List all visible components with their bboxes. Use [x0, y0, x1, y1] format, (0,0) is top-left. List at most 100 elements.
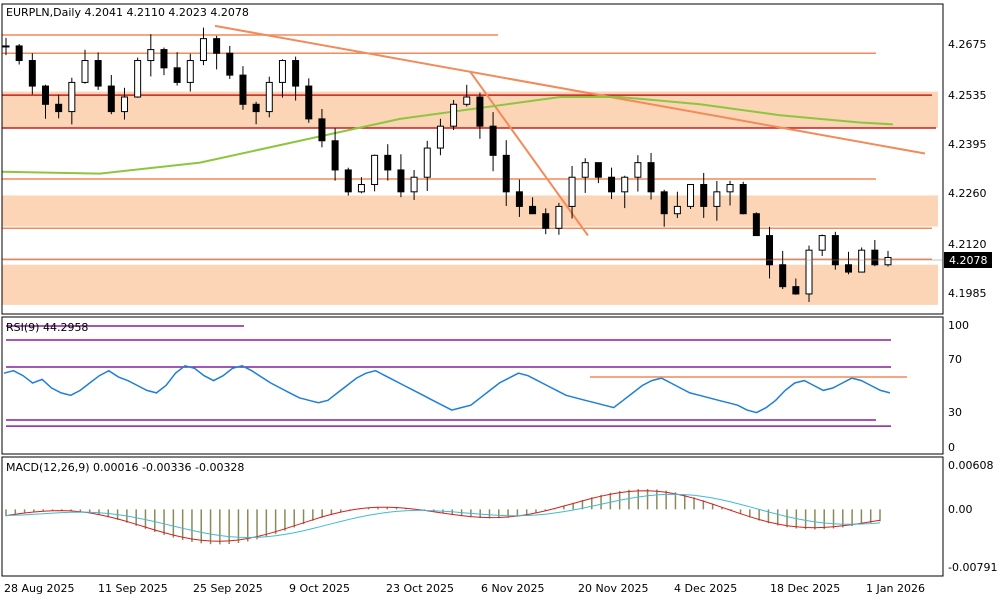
candle-body	[687, 184, 695, 207]
candle-body	[608, 176, 616, 193]
price-tick-label: 4.2120	[948, 238, 987, 251]
candle-body	[305, 85, 313, 120]
candle-body	[213, 38, 221, 54]
candle-body	[423, 147, 431, 178]
candle-body	[700, 184, 708, 207]
date-label: 1 Jan 2026	[866, 582, 925, 595]
candle-body	[568, 176, 576, 207]
candle-body	[436, 125, 444, 149]
descending-trendline	[214, 24, 926, 155]
macd-signal-line	[5, 493, 881, 539]
moving-average	[1, 96, 894, 175]
candle-body	[81, 60, 89, 83]
candle-body	[450, 103, 458, 127]
candle-body	[542, 213, 550, 229]
candle-body	[660, 191, 668, 215]
macd-header: MACD(12,26,9) 0.00016 -0.00336 -0.00328	[6, 461, 244, 474]
date-label: 28 Aug 2025	[4, 582, 74, 595]
date-label: 6 Nov 2025	[481, 582, 544, 595]
macd-tick-label: -0.00791	[948, 561, 997, 574]
candle-body	[134, 60, 142, 98]
candle-body	[845, 264, 853, 273]
macd-histogram	[5, 488, 881, 545]
rsi-axis: 100 70 30 0	[948, 319, 969, 454]
date-label: 4 Dec 2025	[674, 582, 737, 595]
candle-body	[252, 103, 260, 113]
candle-body	[529, 205, 537, 215]
support-resistance-zone	[2, 195, 938, 227]
candle-body	[384, 154, 392, 171]
candle-body	[2, 45, 10, 48]
candle-body	[779, 264, 787, 288]
candle-body	[634, 162, 642, 178]
candle-body	[818, 235, 826, 251]
price-tick-label: 4.2395	[948, 138, 987, 151]
candle-body	[713, 191, 721, 207]
date-label: 23 Oct 2025	[386, 582, 454, 595]
price-tick-label: 4.2535	[948, 89, 987, 102]
candle-body	[502, 154, 510, 193]
rsi-line	[3, 364, 891, 414]
candles	[2, 27, 892, 302]
candle-body	[397, 169, 405, 193]
candle-body	[739, 184, 747, 215]
candle-body	[410, 176, 418, 193]
candle-body	[594, 162, 602, 178]
candle-body	[292, 60, 300, 87]
descending-trendline	[469, 70, 589, 237]
candle-body	[199, 38, 207, 62]
candle-body	[647, 162, 655, 193]
candle-body	[871, 249, 879, 266]
price-tick-label: 4.2675	[948, 38, 987, 51]
candle-body	[463, 96, 471, 105]
candle-body	[160, 49, 168, 69]
candle-body	[621, 176, 629, 193]
candle-body	[173, 67, 181, 83]
rsi-tick-label: 0	[948, 441, 955, 454]
candle-body	[766, 235, 774, 266]
candle-body	[28, 60, 36, 87]
candle-body	[726, 184, 734, 193]
candle-body	[344, 169, 352, 193]
candle-body	[41, 85, 49, 105]
price-tick-label: 4.2260	[948, 187, 987, 200]
candle-body	[107, 85, 115, 113]
candle-body	[318, 118, 326, 142]
rsi-tick-label: 70	[948, 353, 962, 366]
candle-body	[858, 249, 866, 273]
support-resistance-zone	[2, 264, 938, 305]
candle-body	[489, 125, 497, 156]
candle-body	[805, 249, 813, 295]
rsi-tick-label: 30	[948, 406, 962, 419]
candle-body	[331, 140, 339, 171]
macd-pane-frame	[1, 456, 944, 577]
price-tick-label: 4.1985	[948, 287, 987, 300]
date-label: 20 Nov 2025	[578, 582, 648, 595]
price-axis: 4.2675 4.2535 4.2395 4.2260 4.2120 4.198…	[948, 38, 987, 300]
date-axis: 28 Aug 2025 11 Sep 2025 25 Sep 2025 9 Oc…	[4, 582, 925, 595]
candle-body	[94, 60, 102, 87]
candle-body	[68, 81, 76, 113]
candle-body	[239, 74, 247, 105]
candle-body	[357, 184, 365, 193]
candle-body	[278, 60, 286, 83]
rsi-pane-frame	[1, 316, 944, 455]
candle-body	[831, 235, 839, 266]
moving-average-line	[1, 96, 894, 175]
rsi-levels	[6, 325, 891, 427]
candle-body	[147, 49, 155, 62]
candle-body	[673, 205, 681, 215]
price-pane-frame	[1, 3, 944, 315]
candle-body	[581, 162, 589, 178]
symbol-header: EURPLN,Daily 4.2041 4.2110 4.2023 4.2078	[6, 6, 249, 19]
rsi-tick-label: 100	[948, 319, 969, 332]
candle-body	[884, 256, 892, 266]
candle-body	[120, 96, 128, 113]
candle-body	[555, 205, 563, 229]
candle-body	[265, 81, 273, 113]
candle-body	[476, 96, 484, 127]
candle-body	[515, 191, 523, 207]
candle-body	[752, 213, 760, 237]
price-zones	[2, 91, 938, 305]
